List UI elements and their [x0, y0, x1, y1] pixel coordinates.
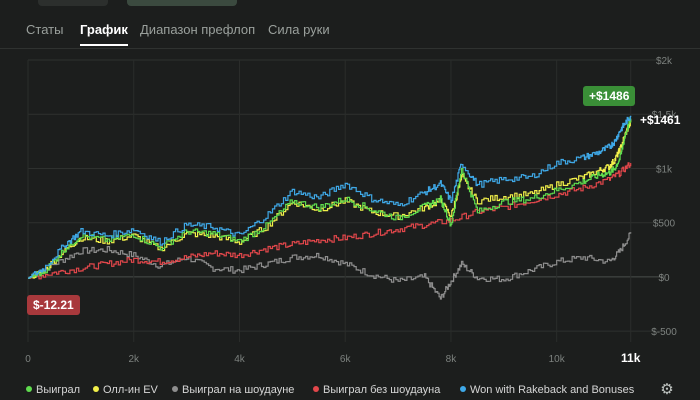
x-tick-label: 4k: [234, 354, 246, 365]
x-tick-label: 10k: [549, 354, 566, 365]
chart-grid: [27, 59, 664, 342]
x-tick-label: 6k: [340, 354, 352, 365]
top-edge: [0, 0, 700, 10]
legend-item-showdown[interactable]: Выиграл на шоудауне: [172, 384, 294, 396]
series-line-1: [28, 119, 632, 279]
tab-hand-strength[interactable]: Сила руки: [268, 22, 330, 37]
legend-dot-non-showdown: [313, 386, 319, 392]
y-tick-label: $-500: [651, 327, 677, 338]
legend-item-won[interactable]: Выиграл: [26, 384, 80, 396]
top-block-left: [38, 0, 108, 6]
chart-ticks: $2k $1.5k $1k $500 $0 $-500 0 2k 4k 6k 8k 10k 11k: [25, 56, 677, 365]
profit-graph[interactable]: $2k $1.5k $1k $500 $0 $-500 0 2k 4k 6k 8k 10k 11k: [0, 52, 700, 372]
top-block-right: [127, 0, 237, 6]
gear-icon[interactable]: ⚙: [660, 381, 674, 398]
x-tick-label: 2k: [128, 354, 140, 365]
legend-label-rakeback: Won with Rakeback and Bonuses: [470, 384, 635, 396]
legend-dot-showdown: [172, 386, 178, 392]
legend-item-allin-ev[interactable]: Олл-ин EV: [93, 384, 158, 396]
legend-label-allin-ev: Олл-ин EV: [103, 384, 158, 396]
y-tick-label: $1.5k: [652, 110, 677, 121]
legend-dot-won: [26, 386, 32, 392]
tab-stats[interactable]: Статы: [26, 22, 64, 37]
legend-dot-allin-ev: [93, 386, 99, 392]
y-tick-label: $2k: [656, 56, 673, 67]
tab-bar: Статы График Диапазон префлоп Сила руки: [0, 14, 700, 49]
legend-dot-rakeback: [460, 386, 466, 392]
legend-label-non-showdown: Выиграл без шоудауна: [323, 384, 441, 396]
end-value-won-label: +$1461: [640, 113, 681, 127]
x-tick-label: 11k: [621, 351, 641, 365]
end-value-rakeback-badge: +$1486: [583, 86, 636, 106]
series-line-2: [28, 117, 632, 279]
legend-label-showdown: Выиграл на шоудауне: [182, 384, 295, 396]
series-line-4: [28, 232, 632, 300]
legend-item-non-showdown[interactable]: Выиграл без шоудауна: [313, 384, 440, 396]
tab-graph[interactable]: График: [80, 22, 128, 46]
y-tick-label: $1k: [656, 164, 673, 175]
chart-lines: [28, 115, 632, 300]
y-tick-label: $0: [658, 273, 670, 284]
start-value-badge: $-12.21: [27, 295, 80, 315]
series-line-3: [28, 162, 632, 280]
y-tick-label: $500: [653, 219, 676, 230]
legend-item-rakeback[interactable]: Won with Rakeback and Bonuses: [460, 384, 634, 396]
legend-label-won: Выиграл: [36, 384, 81, 396]
x-tick-label: 8k: [446, 354, 458, 365]
tab-preflop-range[interactable]: Диапазон префлоп: [140, 22, 256, 37]
series-line-0: [28, 115, 632, 279]
legend: Выиграл Олл-ин EV Выиграл на шоудауне Вы…: [0, 378, 700, 400]
x-tick-label: 0: [25, 354, 31, 365]
